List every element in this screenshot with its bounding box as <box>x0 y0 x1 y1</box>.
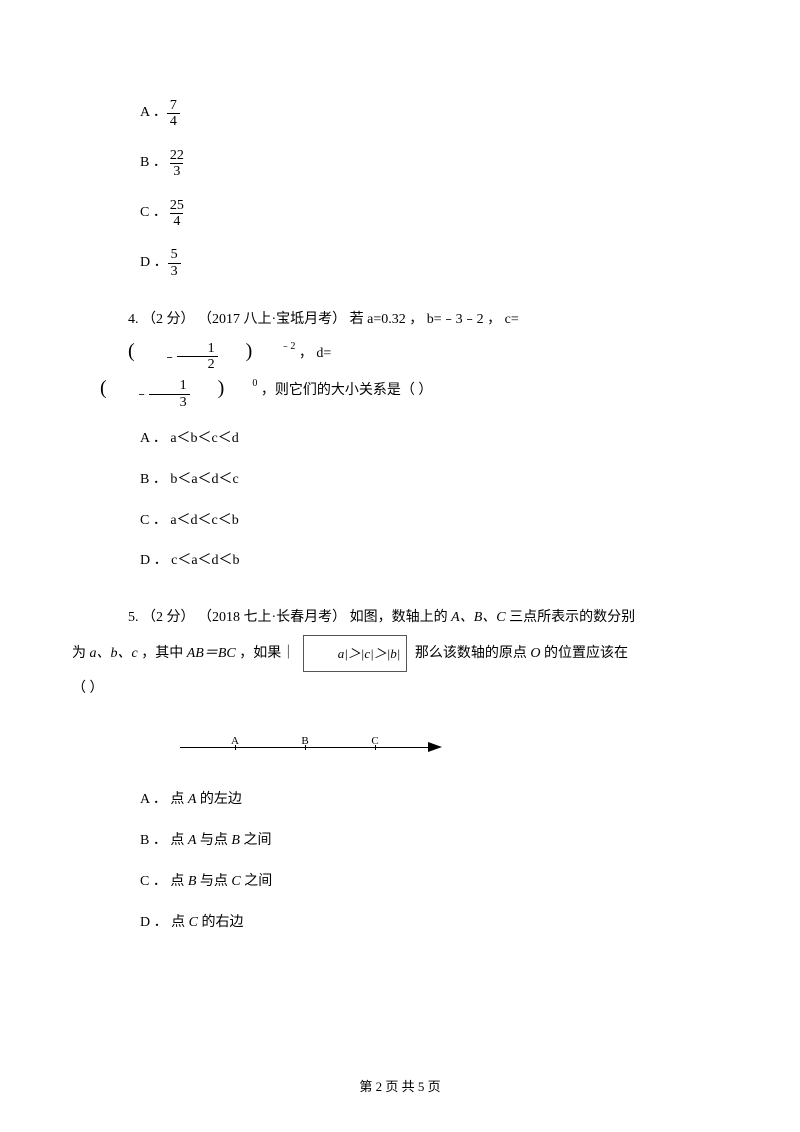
label-c: C <box>371 729 378 753</box>
q3-option-c: C ． 25 4 <box>140 198 700 230</box>
q5-option-d: D ． 点 C 的右边 <box>140 908 700 939</box>
fraction: 22 3 <box>167 148 187 180</box>
arrow-icon <box>428 742 442 752</box>
q5-option-c: C ． 点 B 与点 C 之间 <box>140 867 700 898</box>
q4-text-mid: ， d= <box>299 346 331 361</box>
q4-option-c: C ． a＜d＜c＜b <box>140 506 700 537</box>
option-label: C ． <box>140 198 167 229</box>
fraction: 1 3 <box>149 378 190 410</box>
fraction: 7 4 <box>167 98 180 130</box>
option-label: A ． <box>140 98 167 129</box>
q4-option-a: A ． a＜b＜c＜d <box>140 424 700 455</box>
q4-option-b: B ． b＜a＜d＜c <box>140 465 700 496</box>
q4-text-suffix: ，则它们的大小关系是（ ） <box>261 383 433 398</box>
q4-option-d: D ． c＜a＜d＜b <box>140 546 700 577</box>
q3-option-a: A ． 7 4 <box>140 98 700 130</box>
page-footer: 第 2 页 共 5 页 <box>0 1073 800 1102</box>
number-line-diagram: A B C <box>180 725 460 765</box>
fraction: 1 2 <box>177 341 218 373</box>
option-label: B ． <box>140 148 167 179</box>
q4-d-expression: ( ﹣ 1 3 ) 0 <box>72 378 257 412</box>
question-4: 4. （2 分） （2017 八上·宝坻月考） 若 a=0.32 ， b=﹣3﹣… <box>100 303 700 412</box>
option-label: D ． <box>140 248 168 279</box>
abs-expression: a|＞|c|＞|b| <box>303 635 408 672</box>
q3-option-b: B ． 22 3 <box>140 148 700 180</box>
q3-option-d: D ． 5 3 <box>140 247 700 279</box>
q4-text-prefix: 4. （2 分） （2017 八上·宝坻月考） 若 a=0.32 ， b=﹣3﹣… <box>128 312 519 327</box>
label-a: A <box>231 729 239 753</box>
q4-c-expression: ( ﹣ 1 2 ) ﹣2 <box>100 341 295 375</box>
label-b: B <box>301 729 308 753</box>
fraction: 5 3 <box>168 247 181 279</box>
q5-option-b: B ． 点 A 与点 B 之间 <box>140 826 700 857</box>
question-5: 5. （2 分） （2018 七上·长春月考） 如图，数轴上的 A、B、C 三点… <box>100 601 700 705</box>
q5-option-a: A ． 点 A 的左边 <box>140 785 700 816</box>
fraction: 25 4 <box>167 198 187 230</box>
